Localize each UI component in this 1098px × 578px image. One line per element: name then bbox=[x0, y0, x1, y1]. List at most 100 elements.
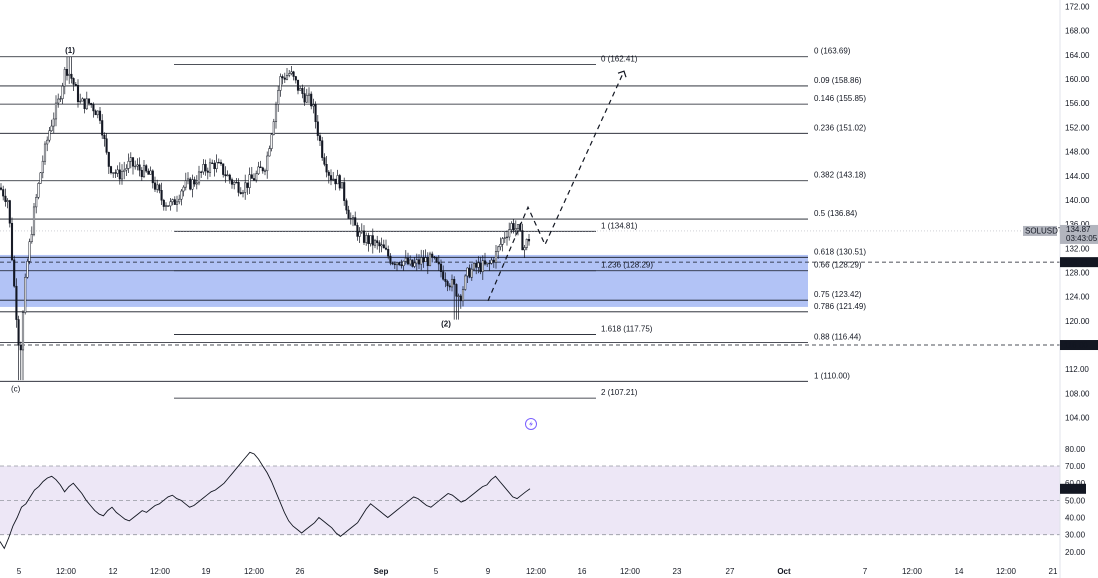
candle-body bbox=[4, 195, 7, 202]
candle-body bbox=[283, 77, 286, 80]
price-axis-label: 148.00 bbox=[1065, 148, 1090, 157]
candle-body bbox=[200, 171, 203, 173]
candle-body bbox=[123, 169, 126, 172]
wave-label-2: (2) bbox=[441, 319, 451, 328]
candle-body bbox=[475, 263, 478, 268]
price-axis-label: 152.00 bbox=[1065, 123, 1090, 132]
fib-retracement-label-3: 0.236 (151.02) bbox=[814, 123, 866, 132]
candle-body bbox=[398, 262, 401, 265]
time-axis-label: 26 bbox=[296, 567, 305, 576]
time-axis-label: 12:00 bbox=[526, 567, 547, 576]
price-axis-label: 172.00 bbox=[1065, 3, 1090, 12]
candle-body bbox=[501, 238, 504, 245]
candle-body bbox=[290, 71, 293, 74]
candlesticks[interactable] bbox=[0, 56, 531, 381]
fib-retracement-label-10: 0.88 (116.44) bbox=[814, 332, 861, 341]
candle-body bbox=[19, 344, 22, 351]
fib-extension-label-3: 1.618 (117.75) bbox=[601, 324, 653, 333]
candle-body bbox=[417, 259, 421, 265]
fib-retracement-label-2: 0.146 (155.85) bbox=[814, 94, 866, 103]
candle-body bbox=[41, 160, 44, 174]
candle-body bbox=[420, 257, 423, 265]
candle-body bbox=[521, 230, 524, 251]
candle-body bbox=[72, 78, 75, 85]
candle-body bbox=[197, 171, 201, 184]
candle-body bbox=[21, 312, 25, 351]
candle-body bbox=[329, 175, 333, 181]
candle-body bbox=[244, 182, 247, 193]
projection-dashed-line bbox=[487, 70, 625, 302]
candle-body bbox=[255, 173, 258, 181]
candle-body bbox=[444, 279, 447, 282]
candle-body bbox=[175, 201, 179, 205]
candle-body bbox=[101, 120, 104, 136]
candle-body bbox=[68, 73, 71, 76]
candle-body bbox=[455, 284, 458, 297]
candle-body bbox=[270, 134, 273, 149]
candle-body bbox=[464, 275, 467, 290]
price-axis-label: 128.00 bbox=[1065, 268, 1090, 277]
candle-body bbox=[191, 179, 194, 190]
candle-body bbox=[250, 174, 253, 179]
candle-body bbox=[338, 175, 341, 189]
candle-body bbox=[274, 104, 278, 122]
time-axis-label: 12:00 bbox=[150, 567, 171, 576]
fib-extension-label-2: 1.236 (128.29) bbox=[601, 261, 653, 270]
fib-retracement-label-0: 0 (163.69) bbox=[814, 47, 851, 56]
candle-body bbox=[301, 88, 304, 94]
candle-body bbox=[235, 181, 238, 184]
level-price-tag-129: 129.71 bbox=[1060, 257, 1098, 268]
price-axis-label: 104.00 bbox=[1065, 414, 1090, 423]
lightning-icon[interactable] bbox=[525, 418, 537, 430]
candle-body bbox=[85, 98, 88, 110]
candle-body bbox=[10, 222, 14, 261]
candle-body bbox=[261, 167, 264, 172]
candle-body bbox=[76, 85, 80, 103]
candle-body bbox=[492, 259, 495, 263]
rsi-value-tag: 56.72 bbox=[1060, 483, 1086, 494]
candle-body bbox=[103, 134, 106, 139]
wave-label-c: (c) bbox=[11, 385, 21, 394]
candle-body bbox=[233, 181, 236, 185]
time-axis-label: Oct bbox=[777, 567, 791, 576]
candle-body bbox=[481, 260, 484, 273]
candle-body bbox=[226, 174, 229, 177]
symbol-price-tag: SOLUSDT 134.87 03:43:05 bbox=[1023, 224, 1098, 244]
price-axis-label: 108.00 bbox=[1065, 389, 1090, 398]
candle-body bbox=[376, 240, 379, 243]
candle-body bbox=[316, 121, 319, 136]
candle-body bbox=[466, 267, 469, 277]
candle-body bbox=[479, 262, 482, 273]
candle-body bbox=[186, 178, 190, 182]
candle-body bbox=[153, 182, 157, 190]
candle-body bbox=[118, 169, 121, 180]
candle-body bbox=[439, 263, 443, 272]
candle-body bbox=[354, 217, 357, 226]
candle-body bbox=[259, 166, 262, 169]
candle-body bbox=[15, 285, 18, 320]
wave-label-1: (1) bbox=[65, 46, 75, 55]
candle-body bbox=[389, 255, 392, 264]
candle-body bbox=[24, 277, 27, 313]
candle-body bbox=[367, 235, 370, 245]
candle-body bbox=[510, 223, 513, 230]
candle-body bbox=[173, 199, 176, 205]
level-price-tag-116: 116.00 bbox=[1060, 340, 1098, 351]
candle-body bbox=[325, 164, 328, 173]
time-axis-label: 19 bbox=[202, 567, 211, 576]
candle-body bbox=[272, 121, 275, 135]
candle-body bbox=[323, 157, 326, 165]
candle-body bbox=[222, 163, 225, 175]
candle-body bbox=[321, 140, 324, 158]
candle-body bbox=[195, 182, 198, 185]
candle-body bbox=[292, 71, 295, 77]
candle-body bbox=[435, 257, 438, 263]
candle-body bbox=[336, 175, 339, 185]
candle-body bbox=[505, 236, 509, 239]
candle-body bbox=[248, 174, 251, 188]
candle-body bbox=[380, 244, 383, 247]
candle-body bbox=[171, 199, 174, 203]
time-axis-label: 21 bbox=[1049, 567, 1058, 576]
candle-body bbox=[296, 79, 300, 91]
